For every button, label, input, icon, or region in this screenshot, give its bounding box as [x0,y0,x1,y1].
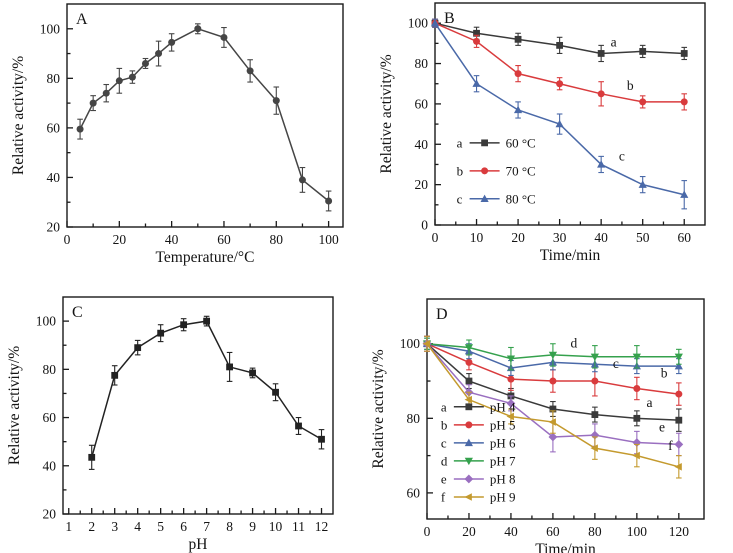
svg-text:120: 120 [669,524,690,539]
svg-text:f: f [668,438,673,453]
svg-text:e: e [441,471,447,486]
svg-text:100: 100 [400,336,421,351]
svg-text:60: 60 [407,485,421,500]
svg-text:pH 7: pH 7 [490,453,516,468]
svg-text:pH 8: pH 8 [490,471,516,486]
svg-text:c: c [613,356,619,371]
svg-text:2: 2 [88,519,95,534]
svg-text:40: 40 [47,170,61,185]
svg-text:c: c [457,191,463,206]
svg-text:40: 40 [415,137,429,152]
svg-text:0: 0 [421,218,428,233]
svg-text:80: 80 [588,524,602,539]
svg-text:a: a [457,135,463,150]
svg-text:a: a [611,34,617,49]
panel-b: 0 10 20 30 40 50 60 0 20 40 60 80 100 Time/min Relativ… [367,0,733,277]
svg-text:b: b [627,78,634,93]
svg-text:Relative activity/%: Relative activity/% [6,346,23,465]
panel-c: 1 2 3 4 5 6 7 8 9 10 11 12 20 40 60 80 100 pH Relative act… [0,277,367,553]
svg-text:0: 0 [432,230,439,245]
svg-text:100: 100 [627,524,648,539]
svg-text:Time/min: Time/min [535,541,596,553]
svg-text:80: 80 [47,71,61,86]
panel-a-chart-temperature-activity: 0 20 40 60 80 10020406080100Temperature/°CRel… [0,0,367,277]
svg-text:b: b [661,365,668,380]
svg-text:70 °C: 70 °C [506,163,536,178]
svg-text:C: C [72,304,83,321]
panel-d: 0 20 40 60 80 100 120 60 80 100 Time/min Relative a… [367,277,733,553]
svg-text:Relative activity/%: Relative activity/% [370,349,387,468]
svg-text:pH: pH [189,536,208,553]
svg-text:d: d [571,335,578,350]
svg-text:100: 100 [40,21,61,36]
svg-text:20: 20 [462,524,476,539]
svg-text:100: 100 [318,232,339,247]
svg-text:20: 20 [43,507,57,522]
svg-text:20: 20 [113,232,127,247]
svg-text:7: 7 [203,519,210,534]
svg-text:0: 0 [424,524,431,539]
svg-text:e: e [659,419,665,434]
svg-text:a: a [646,395,652,410]
svg-text:20: 20 [47,220,61,235]
svg-text:80 °C: 80 °C [506,191,536,206]
svg-text:Time/min: Time/min [540,247,601,264]
svg-text:60: 60 [546,524,560,539]
svg-text:40: 40 [504,524,518,539]
svg-text:b: b [441,417,448,432]
svg-text:d: d [441,453,448,468]
svg-text:Relative activity/%: Relative activity/% [10,56,27,175]
svg-text:B: B [444,10,455,27]
svg-text:3: 3 [111,519,118,534]
svg-text:60: 60 [47,120,61,135]
svg-text:f: f [441,490,446,505]
svg-text:80: 80 [43,362,57,377]
svg-text:pH 6: pH 6 [490,435,516,450]
panel-a: 0 20 40 60 80 100 20 40 60 80 100 Temperature/°C Rel… [0,0,367,277]
svg-text:30: 30 [553,230,567,245]
svg-text:60: 60 [677,230,691,245]
svg-text:1: 1 [65,519,72,534]
svg-text:40: 40 [594,230,608,245]
svg-text:11: 11 [292,519,305,534]
svg-text:20: 20 [415,177,429,192]
svg-text:40: 40 [165,232,179,247]
svg-text:a: a [441,399,447,414]
svg-text:80: 80 [415,56,429,71]
svg-text:60: 60 [217,232,231,247]
svg-text:c: c [619,148,625,163]
svg-text:pH 9: pH 9 [490,490,516,505]
svg-text:100: 100 [408,16,429,31]
svg-text:80: 80 [407,411,421,426]
svg-text:60: 60 [415,96,429,111]
svg-text:A: A [76,11,88,28]
svg-text:80: 80 [270,232,284,247]
svg-text:60: 60 [43,410,57,425]
svg-text:50: 50 [636,230,650,245]
panel-b-chart-thermal-stability: 0 10 20 30 40 50 60 0 20 40 60 80 100 Time/min Relativ… [367,0,733,277]
panel-d-chart-ph-stability: 0 20 40 60 80 100 120 60 80 100 Time/min Relative a… [367,277,733,553]
svg-text:pH 4: pH 4 [490,399,516,414]
svg-text:12: 12 [315,519,329,534]
svg-text:5: 5 [157,519,164,534]
svg-text:9: 9 [249,519,256,534]
svg-text:20: 20 [511,230,525,245]
svg-text:60 °C: 60 °C [506,135,536,150]
svg-text:b: b [457,163,464,178]
svg-text:6: 6 [180,519,187,534]
svg-text:8: 8 [226,519,233,534]
svg-text:40: 40 [43,458,57,473]
svg-text:Relative activity/%: Relative activity/% [378,54,395,173]
svg-text:4: 4 [134,519,141,534]
svg-text:D: D [436,306,448,323]
svg-text:100: 100 [36,314,57,329]
svg-text:10: 10 [269,519,283,534]
svg-text:pH 5: pH 5 [490,417,516,432]
svg-text:c: c [441,435,447,450]
svg-text:0: 0 [64,232,71,247]
svg-text:Temperature/°C: Temperature/°C [156,249,255,266]
svg-text:10: 10 [470,230,484,245]
